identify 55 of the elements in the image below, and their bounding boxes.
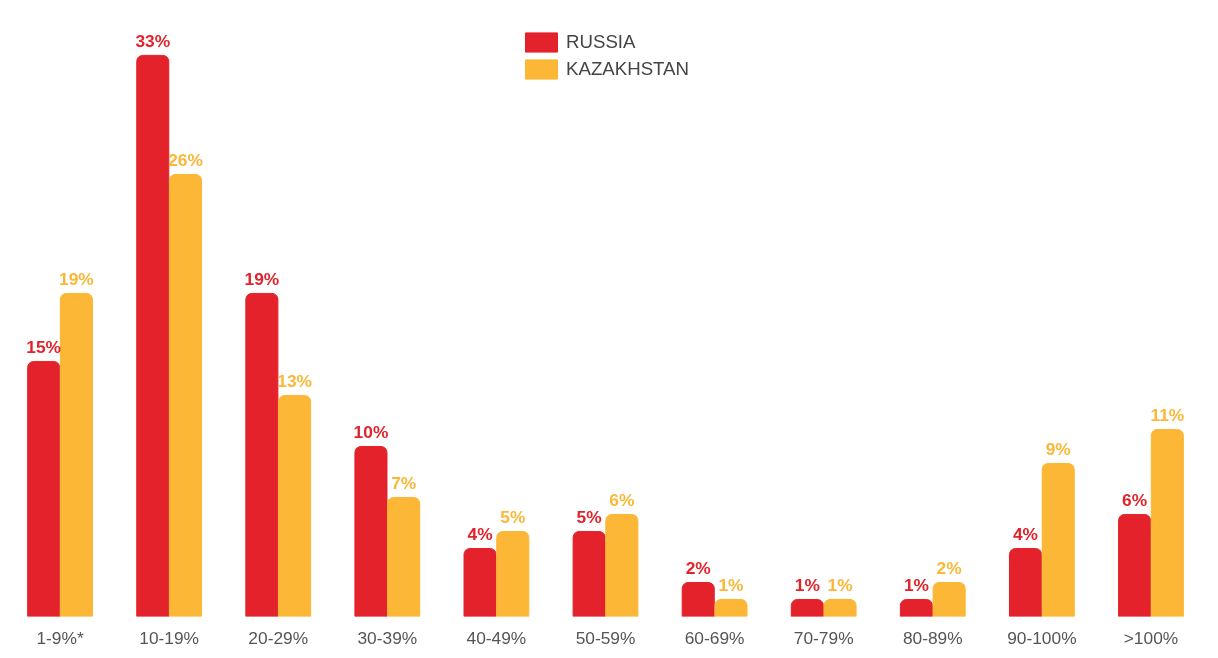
legend-label: RUSSIA bbox=[565, 31, 636, 53]
x-tick-label: 90-100% bbox=[1007, 627, 1077, 648]
data-label: 1% bbox=[903, 575, 929, 596]
data-label: 5% bbox=[500, 507, 526, 528]
bar bbox=[1150, 428, 1184, 617]
bar bbox=[1008, 547, 1043, 617]
data-label: 6% bbox=[1122, 490, 1148, 511]
data-label: 1% bbox=[794, 575, 820, 596]
bar bbox=[463, 547, 497, 617]
bar bbox=[790, 599, 824, 617]
bar bbox=[168, 173, 203, 617]
x-tick-label: 1-9%* bbox=[36, 627, 84, 648]
bar bbox=[681, 581, 715, 617]
x-tick-label: 10-19% bbox=[139, 627, 200, 648]
bar bbox=[605, 513, 639, 617]
bar bbox=[27, 360, 61, 617]
bar bbox=[245, 292, 279, 617]
bar bbox=[136, 54, 170, 617]
bar bbox=[1041, 462, 1075, 617]
data-label: 13% bbox=[277, 371, 312, 392]
data-label: 19% bbox=[244, 269, 280, 290]
data-label: 5% bbox=[576, 507, 602, 528]
bar bbox=[354, 445, 388, 617]
legend-label: KAZAKHSTAN bbox=[565, 58, 690, 80]
bar bbox=[59, 292, 93, 617]
x-tick-label: 50-59% bbox=[575, 627, 636, 648]
data-label: 6% bbox=[609, 490, 635, 511]
data-label: 1% bbox=[718, 575, 744, 596]
data-label: 4% bbox=[1012, 524, 1039, 545]
data-label: 33% bbox=[135, 31, 171, 52]
x-tick-label: 20-29% bbox=[248, 627, 309, 648]
bar bbox=[496, 530, 530, 617]
x-tick-label: 30-39% bbox=[357, 627, 418, 648]
data-label: 10% bbox=[353, 422, 389, 443]
data-label: 19% bbox=[59, 269, 94, 290]
bar bbox=[714, 599, 748, 617]
data-label: 2% bbox=[936, 558, 962, 579]
x-tick-label: 60-69% bbox=[684, 627, 745, 648]
bar bbox=[932, 581, 966, 617]
x-tick-label: 70-79% bbox=[793, 627, 854, 648]
data-label: 7% bbox=[391, 473, 417, 494]
data-label: 2% bbox=[685, 558, 711, 579]
x-tick-label: 80-89% bbox=[902, 627, 963, 648]
bar bbox=[278, 394, 312, 617]
x-tick-label: >100% bbox=[1123, 627, 1179, 648]
data-label: 9% bbox=[1045, 439, 1071, 460]
bar bbox=[823, 599, 857, 617]
bar bbox=[572, 530, 606, 617]
bar bbox=[1118, 513, 1152, 617]
data-label: 4% bbox=[467, 524, 493, 545]
data-label: 1% bbox=[827, 575, 853, 596]
bar bbox=[899, 599, 933, 617]
data-label: 11% bbox=[1150, 405, 1185, 426]
bar bbox=[387, 496, 421, 617]
x-tick-label: 40-49% bbox=[466, 627, 527, 648]
